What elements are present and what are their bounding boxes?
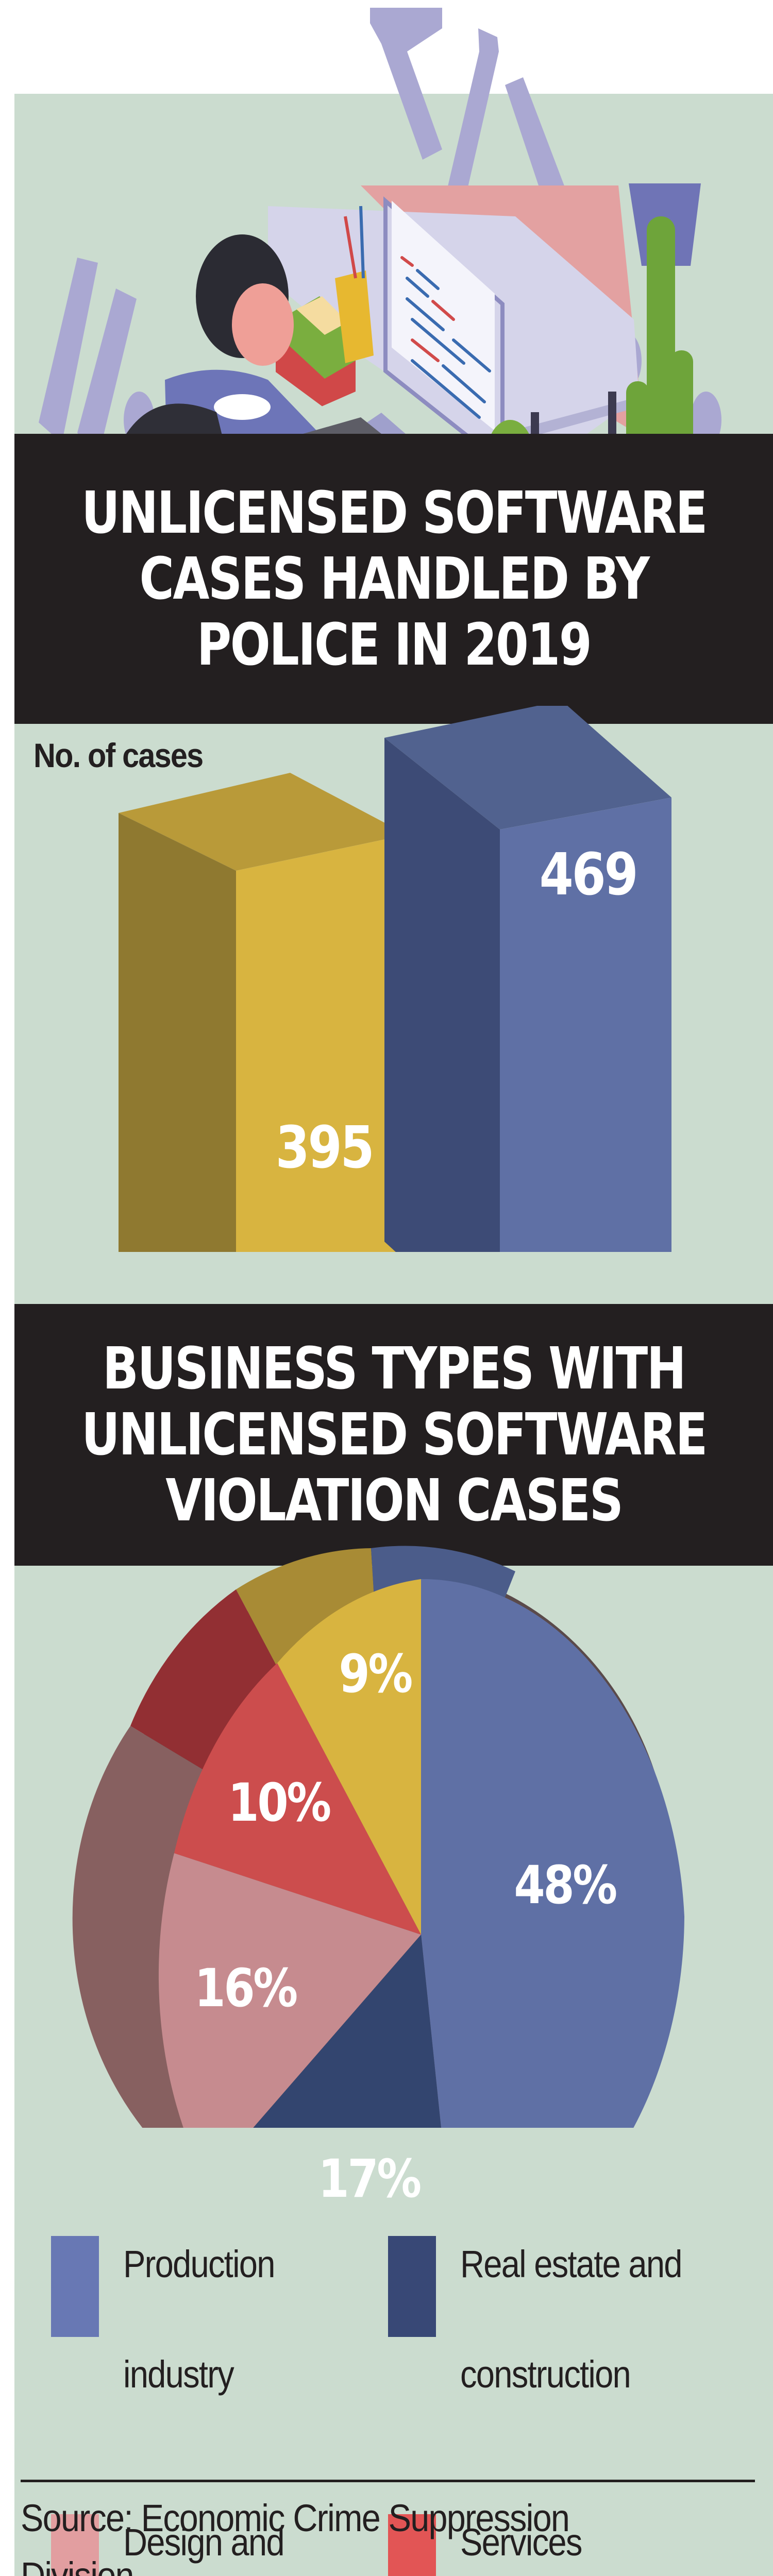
legend-swatch [51, 2236, 99, 2337]
legend-swatch [388, 2514, 436, 2576]
bar-2019 [384, 706, 671, 1252]
legend-label: Real estate and [460, 2243, 683, 2285]
title-line: VIOLATION CASES [165, 1467, 624, 1534]
title-line: UNLICENSED SOFTWARE [81, 1401, 708, 1468]
legend-label: industry [123, 2353, 234, 2396]
pie-label-production: 48% [514, 1855, 617, 1916]
legend-label: construction [460, 2353, 631, 2396]
pie-slice-real-estate [253, 1935, 441, 2128]
title-line: POLICE IN 2019 [196, 611, 592, 679]
source-note: Source: Economic Crime Suppression Divis… [21, 2497, 570, 2576]
pie-label-services: 10% [228, 1772, 331, 1834]
plant-icon [626, 216, 693, 438]
legend-label: Production [123, 2243, 275, 2285]
legend-item-services: Services [388, 2514, 598, 2576]
legend-swatch [51, 2514, 99, 2576]
pie-chart [72, 1546, 684, 2128]
title-line: BUSINESS TYPES WITH [102, 1335, 686, 1402]
title-line: UNLICENSED SOFTWARE [81, 479, 708, 547]
pie-slice-services [174, 1663, 421, 1935]
legend-label: Design and [123, 2521, 285, 2564]
pie-label-others: 9% [339, 1643, 413, 1705]
legend-item-real-estate: Real estate and construction [388, 2236, 712, 2430]
title-line: CASES HANDLED BY [139, 545, 650, 613]
legend-item-design: Design andinterior design [51, 2514, 347, 2576]
legend-label: Services [460, 2521, 582, 2564]
pie-label-design: 16% [194, 1958, 298, 2019]
bar-value-2019: 469 [539, 841, 638, 908]
pie-slice-others [277, 1579, 421, 1935]
pie-label-real-estate: 17% [318, 2148, 422, 2210]
y-axis-label: No. of cases [33, 736, 204, 774]
divider [21, 2480, 755, 2482]
decorative-bars [39, 258, 137, 438]
pie-chart-title: BUSINESS TYPES WITH UNLICENSED SOFTWARE … [14, 1304, 773, 1566]
bar-2018 [119, 773, 407, 1252]
pie-slice-production [421, 1579, 684, 2128]
pie-slice-design [158, 1853, 421, 2128]
legend-item-production: Production industry [51, 2236, 295, 2430]
programmer-illustration [39, 8, 721, 438]
legend-swatch [388, 2236, 436, 2337]
bar-value-2018: 395 [275, 1114, 375, 1181]
bar-chart-title: UNLICENSED SOFTWARE CASES HANDLED BY POL… [14, 434, 773, 724]
bar-chart [119, 706, 671, 1252]
